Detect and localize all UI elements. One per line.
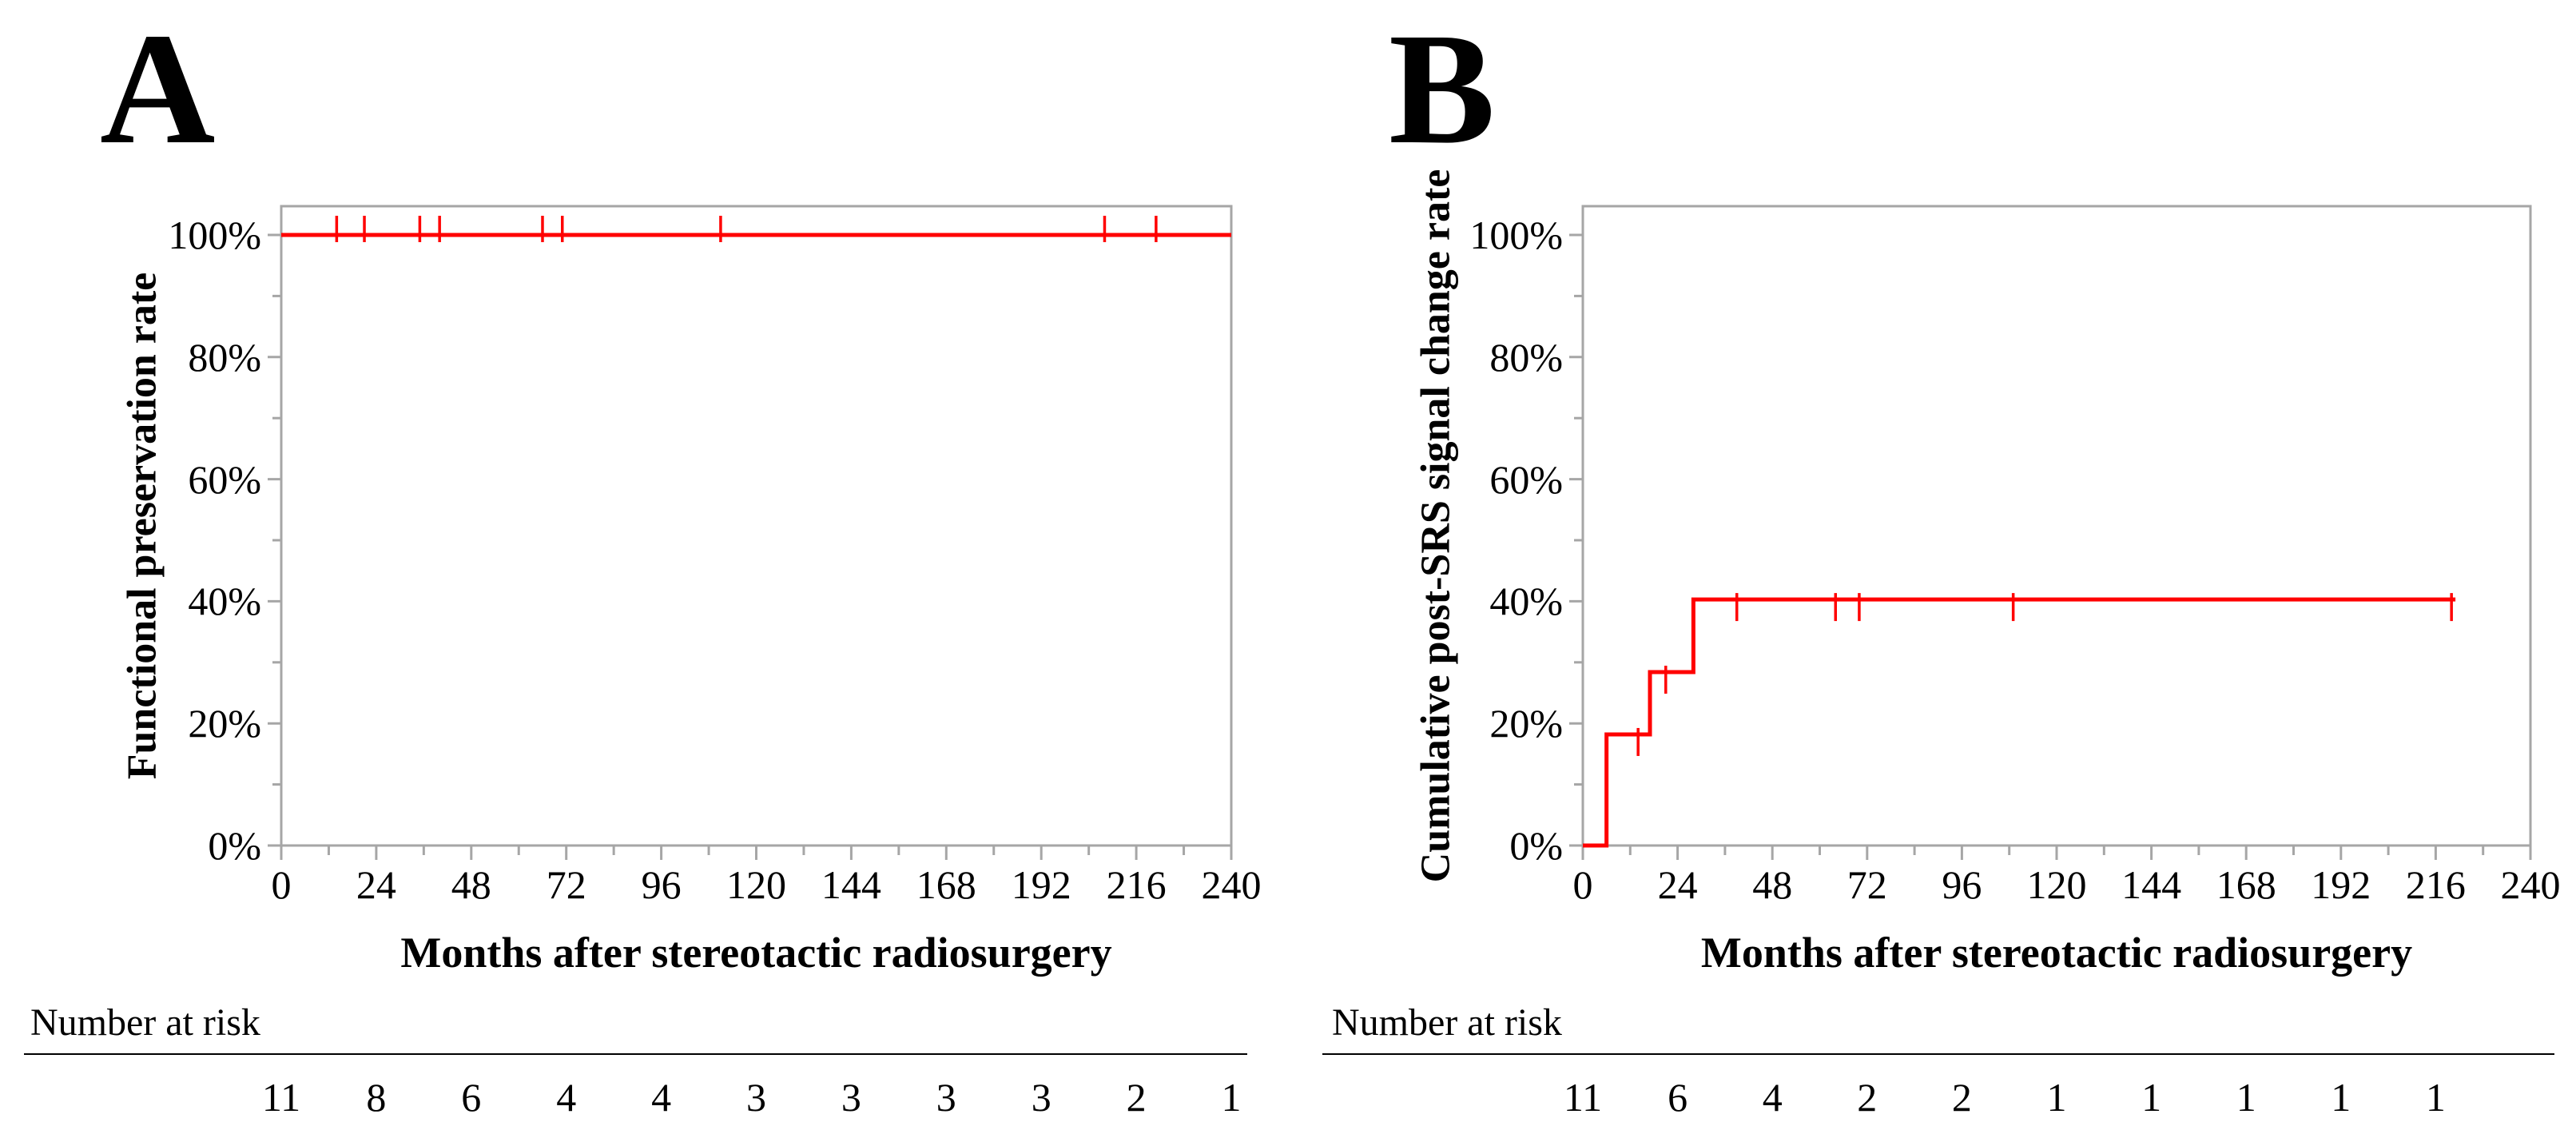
y-tick-label: 0% bbox=[208, 823, 261, 868]
km-step-curve bbox=[1583, 597, 2456, 848]
x-tick-label: 48 bbox=[1752, 862, 1793, 907]
x-tick-label: 216 bbox=[1106, 862, 1167, 907]
panel-a-letter: A bbox=[100, 1, 216, 177]
at-risk-value: 1 bbox=[2331, 1075, 2351, 1120]
x-tick-label: 72 bbox=[546, 862, 586, 907]
x-tick-label: 240 bbox=[2500, 862, 2561, 907]
y-tick-label: 80% bbox=[1489, 334, 1563, 380]
y-tick-label: 0% bbox=[1509, 823, 1563, 868]
at-risk-value: 2 bbox=[1951, 1075, 1972, 1120]
panel-b-number-at-risk-label: Number at risk bbox=[1332, 1001, 1562, 1044]
panel-b-x-axis-title: Months after stereotactic radiosurgery bbox=[1700, 929, 2413, 977]
y-tick-label: 60% bbox=[1489, 456, 1563, 502]
panel-b-at-risk-divider bbox=[1322, 1053, 2554, 1055]
at-risk-value: 3 bbox=[746, 1075, 766, 1120]
x-tick-label: 216 bbox=[2405, 862, 2466, 907]
x-tick-label: 96 bbox=[641, 862, 682, 907]
at-risk-value: 6 bbox=[1668, 1075, 1688, 1120]
x-tick-label: 120 bbox=[726, 862, 786, 907]
y-tick-label: 60% bbox=[188, 456, 261, 502]
at-risk-value: 2 bbox=[1857, 1075, 1878, 1120]
x-tick-label: 144 bbox=[821, 862, 881, 907]
at-risk-value: 8 bbox=[366, 1075, 387, 1120]
y-tick-label: 100% bbox=[168, 213, 261, 257]
x-tick-label: 96 bbox=[1942, 862, 1982, 907]
at-risk-value: 1 bbox=[2425, 1075, 2446, 1120]
x-tick-label: 24 bbox=[1657, 862, 1698, 907]
x-tick-label: 168 bbox=[916, 862, 976, 907]
at-risk-value: 2 bbox=[1126, 1075, 1147, 1120]
x-tick-label: 24 bbox=[356, 862, 396, 907]
panel-a-number-at-risk-label: Number at risk bbox=[30, 1001, 260, 1044]
panel-a-at-risk-divider bbox=[24, 1053, 1247, 1055]
y-tick-label: 20% bbox=[1489, 701, 1563, 746]
x-tick-label: 48 bbox=[451, 862, 491, 907]
at-risk-value: 4 bbox=[651, 1075, 672, 1120]
at-risk-value: 6 bbox=[461, 1075, 482, 1120]
at-risk-value: 3 bbox=[841, 1075, 861, 1120]
at-risk-value: 4 bbox=[556, 1075, 577, 1120]
plot-frame bbox=[280, 205, 1233, 847]
x-tick-label: 144 bbox=[2121, 862, 2182, 907]
at-risk-value: 1 bbox=[2141, 1075, 2162, 1120]
x-tick-label: 72 bbox=[1847, 862, 1887, 907]
at-risk-value: 1 bbox=[2236, 1075, 2256, 1120]
y-tick-label: 40% bbox=[1489, 579, 1563, 624]
panel-b-letter: B bbox=[1389, 1, 1496, 177]
x-tick-label: 192 bbox=[2311, 862, 2371, 907]
at-risk-value: 11 bbox=[261, 1075, 301, 1120]
y-tick-label: 100% bbox=[1469, 213, 1563, 257]
y-tick-label: 20% bbox=[188, 701, 261, 746]
at-risk-value: 4 bbox=[1762, 1075, 1783, 1120]
y-tick-label: 80% bbox=[188, 334, 261, 380]
x-tick-label: 192 bbox=[1011, 862, 1071, 907]
x-tick-label: 168 bbox=[2216, 862, 2276, 907]
x-tick-label: 0 bbox=[271, 862, 292, 907]
panel-b-y-axis-title: Cumulative post-SRS signal change rate bbox=[1413, 169, 1459, 883]
y-tick-label: 40% bbox=[188, 579, 261, 624]
x-tick-label: 0 bbox=[1572, 862, 1593, 907]
at-risk-value: 11 bbox=[1563, 1075, 1603, 1120]
at-risk-value: 1 bbox=[2046, 1075, 2067, 1120]
x-tick-label: 120 bbox=[2026, 862, 2087, 907]
at-risk-value: 1 bbox=[1221, 1075, 1242, 1120]
x-tick-label: 240 bbox=[1201, 862, 1262, 907]
plot-frame bbox=[1581, 205, 2532, 847]
panel-a-x-axis-title: Months after stereotactic radiosurgery bbox=[400, 929, 1112, 977]
at-risk-value: 3 bbox=[936, 1075, 956, 1120]
at-risk-value: 3 bbox=[1031, 1075, 1051, 1120]
